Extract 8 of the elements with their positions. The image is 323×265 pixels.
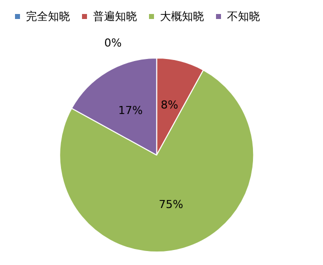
legend-label: 不知晓 [227, 10, 260, 23]
data-label: 75% [158, 198, 184, 211]
legend-label: 完全知晓 [26, 10, 70, 23]
data-label: 8% [160, 98, 178, 112]
text: 0% [104, 36, 122, 50]
legend-label: 大概知晓 [160, 10, 204, 23]
data-label: 17% [118, 104, 143, 118]
legend-label: 普遍知晓 [93, 10, 137, 23]
